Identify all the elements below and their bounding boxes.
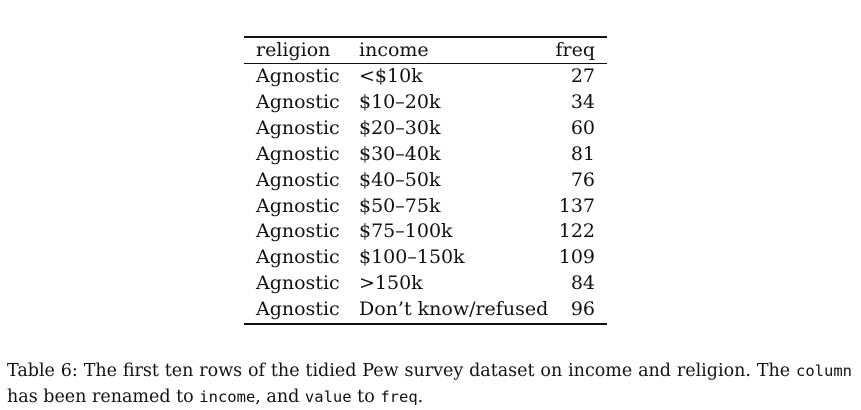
table-row: Agnostic $40–50k 76	[244, 168, 607, 194]
caption-code-column: column	[796, 361, 852, 380]
cell-religion: Agnostic	[256, 272, 340, 295]
caption-text: .	[417, 386, 424, 407]
pew-survey-table: religion income freq Agnostic <$10k 27 A…	[244, 36, 607, 326]
cell-religion: Agnostic	[256, 220, 340, 243]
caption-label: Table 6:	[7, 360, 78, 381]
cell-freq: 60	[570, 116, 595, 139]
header-income: income	[359, 36, 549, 64]
cell-religion: Agnostic	[256, 194, 340, 217]
cell-religion: Agnostic	[256, 90, 340, 113]
cell-freq: 84	[570, 272, 595, 295]
cell-income: $30–40k	[359, 142, 441, 165]
caption-code-value: value	[304, 387, 352, 406]
table-row: Agnostic $75–100k 122	[244, 219, 607, 245]
cell-freq: 137	[558, 194, 595, 217]
cell-religion: Agnostic	[244, 297, 359, 326]
cell-freq: 96	[549, 297, 607, 326]
cell-freq: 34	[570, 90, 595, 113]
cell-freq: 76	[570, 168, 595, 191]
header-religion: religion	[244, 36, 359, 64]
table-row: Agnostic <$10k 27	[244, 64, 607, 90]
cell-income: <$10k	[359, 65, 423, 87]
cell-religion: Agnostic	[256, 116, 340, 139]
cell-income: $20–30k	[359, 116, 441, 139]
caption-text: The first ten rows of the tidied Pew sur…	[83, 360, 791, 381]
caption-text: to	[357, 386, 375, 407]
cell-religion: Agnostic	[256, 142, 340, 165]
table-row: Agnostic $10–20k 34	[244, 90, 607, 116]
table-row: Agnostic $50–75k 137	[244, 194, 607, 220]
table-row: Agnostic Don’t know/refused 96	[244, 297, 607, 326]
cell-income: $100–150k	[359, 246, 465, 269]
table-row: Agnostic >150k 84	[244, 271, 607, 297]
cell-income: $10–20k	[359, 90, 441, 113]
caption-text: has been renamed to	[7, 386, 194, 407]
caption-code-income: income	[199, 387, 256, 406]
cell-religion: Agnostic	[256, 65, 340, 87]
table-header: religion income freq	[244, 36, 607, 64]
data-table-container: religion income freq Agnostic <$10k 27 A…	[244, 36, 607, 326]
cell-income: $75–100k	[359, 220, 453, 243]
cell-income: Don’t know/refused	[359, 297, 549, 326]
table-body: Agnostic <$10k 27 Agnostic $10–20k 34 Ag…	[244, 64, 607, 326]
header-row: religion income freq	[244, 36, 607, 64]
cell-religion: Agnostic	[256, 246, 340, 269]
cell-freq: 27	[570, 65, 595, 87]
table-row: Agnostic $20–30k 60	[244, 116, 607, 142]
cell-freq: 122	[558, 220, 595, 243]
header-freq: freq	[549, 36, 607, 64]
cell-freq: 81	[570, 142, 595, 165]
table-caption: Table 6: The first ten rows of the tidie…	[7, 358, 852, 410]
cell-income: $50–75k	[359, 194, 441, 217]
table-row: Agnostic $30–40k 81	[244, 142, 607, 168]
cell-religion: Agnostic	[256, 168, 340, 191]
caption-text: , and	[255, 386, 300, 407]
cell-income: $40–50k	[359, 168, 441, 191]
cell-income: >150k	[359, 272, 423, 295]
cell-freq: 109	[558, 246, 595, 269]
caption-code-freq: freq	[380, 387, 418, 406]
table-row: Agnostic $100–150k 109	[244, 245, 607, 271]
